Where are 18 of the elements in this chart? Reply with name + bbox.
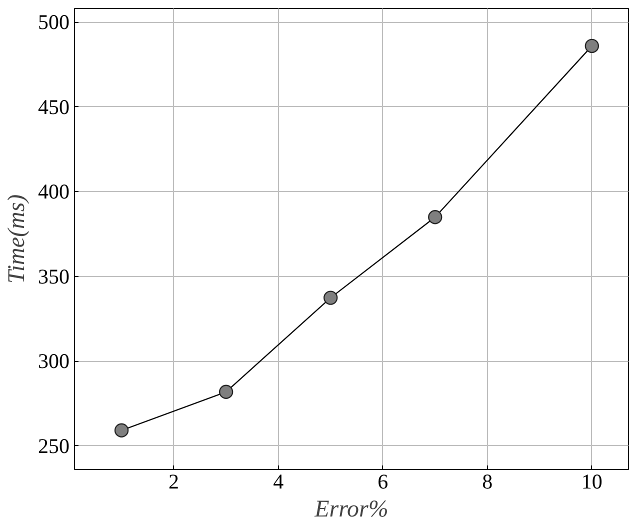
- y-tick-label: 400: [38, 180, 70, 204]
- point: [114, 423, 129, 438]
- y-tick-label: 350: [38, 264, 70, 288]
- point: [323, 290, 338, 305]
- point: [584, 38, 600, 54]
- x-tick-label: 4: [273, 470, 284, 494]
- x-tick-label: 6: [378, 470, 388, 494]
- point: [218, 384, 234, 399]
- point: [428, 210, 442, 224]
- y-axis-title: Time(ms): [4, 194, 30, 284]
- x-tick-label: 2: [168, 470, 180, 494]
- x-tick-label: 10: [581, 470, 602, 494]
- y-tick-label: 250: [38, 434, 70, 458]
- x-tick-label: 8: [482, 470, 493, 494]
- y-tick-label: 500: [38, 10, 70, 34]
- y-tick-label: 300: [38, 349, 70, 374]
- x-axis-title: Error%: [314, 496, 388, 522]
- y-tick-label: 450: [38, 94, 70, 119]
